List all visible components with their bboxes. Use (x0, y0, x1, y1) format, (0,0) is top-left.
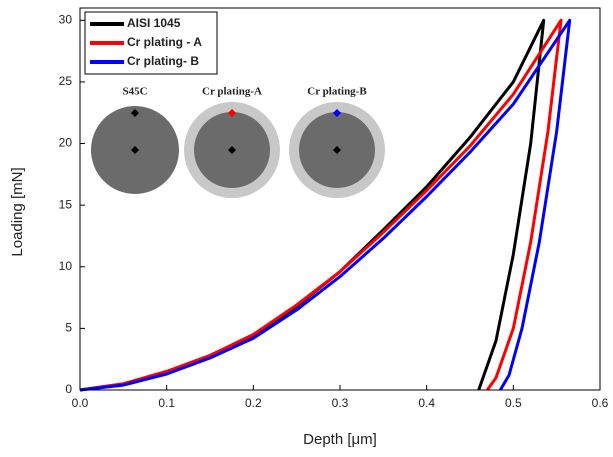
center-point (228, 146, 236, 154)
x-tick-label: 0.1 (158, 396, 175, 410)
y-tick-label: 15 (59, 197, 73, 211)
indent-point (333, 109, 341, 117)
center-point (333, 146, 341, 154)
legend-label: Cr plating - A (127, 35, 202, 49)
y-axis-title: Loading [mN] (9, 167, 26, 256)
x-tick-label: 0.2 (245, 396, 262, 410)
data-line (79, 18, 563, 392)
x-axis-title: Depth [μm] (303, 431, 377, 448)
data-line (79, 18, 546, 392)
inset-label: S45C (122, 86, 147, 98)
y-tick-label: 10 (59, 259, 73, 273)
center-point (131, 146, 139, 154)
x-tick-label: 0.4 (418, 396, 435, 410)
x-tick-label: 0.6 (592, 396, 609, 410)
legend-label: Cr plating- B (127, 54, 199, 68)
indent-point (131, 109, 139, 117)
inset-label: Cr plating-A (202, 86, 262, 98)
y-tick-label: 0 (65, 382, 72, 396)
y-tick-label: 5 (65, 321, 72, 335)
data-line (79, 18, 572, 392)
x-tick-label: 0.5 (505, 396, 522, 410)
inset-label: Cr plating-B (307, 86, 367, 98)
x-tick-label: 0.3 (332, 396, 349, 410)
y-tick-label: 25 (59, 74, 73, 88)
x-tick-label: 0.0 (72, 396, 89, 410)
y-tick-label: 20 (59, 136, 73, 150)
y-tick-label: 30 (59, 12, 73, 26)
plot-frame (79, 7, 601, 391)
legend-label: AISI 1045 (127, 16, 181, 30)
indent-point (228, 109, 236, 117)
